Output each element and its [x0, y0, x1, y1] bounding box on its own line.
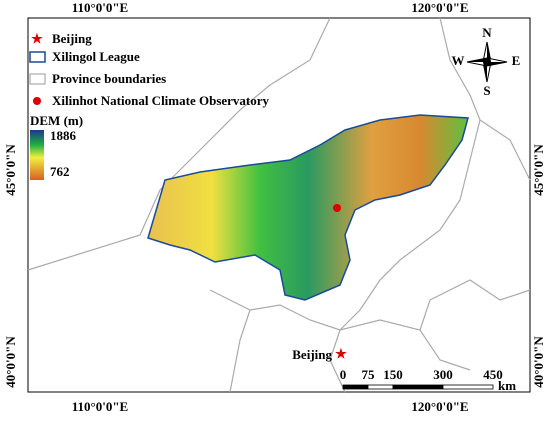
xilingol-league	[147, 114, 469, 301]
latitude-label: 45°0'0"N	[3, 144, 18, 196]
beijing-marker: ★	[335, 346, 347, 361]
latitude-label: 45°0'0"N	[531, 144, 546, 196]
scale-segment	[367, 384, 394, 390]
legend-symbol	[29, 51, 46, 63]
longitude-label: 120°0'0"E	[411, 0, 468, 15]
legend-item: Province boundaries	[52, 71, 166, 86]
compass-w: W	[452, 53, 465, 68]
longitude-label: 110°0'0"E	[72, 399, 128, 414]
legend: ★ Beijing Xilingol League Province bound…	[29, 31, 270, 180]
legend-symbol	[33, 97, 41, 105]
compass-s: S	[483, 83, 490, 98]
legend-symbol: ★	[31, 31, 43, 46]
legend-item: Beijing	[52, 31, 92, 46]
dem-max: 1886	[50, 128, 77, 143]
dem-title: DEM (m)	[30, 113, 83, 128]
scale-label: 300	[433, 367, 453, 382]
legend-item: Xilingol League	[52, 49, 140, 64]
place-label: Beijing	[292, 347, 332, 362]
legend-symbol	[29, 73, 46, 85]
legend-item: Xilinhot National Climate Observatory	[52, 93, 270, 108]
scale-label: 0	[340, 367, 347, 382]
compass-n: N	[482, 25, 492, 40]
latitude-label: 40°0'0"N	[3, 336, 18, 388]
scale-label: 150	[383, 367, 403, 382]
longitude-label: 120°0'0"E	[411, 399, 468, 414]
dem-min: 762	[50, 164, 70, 179]
dem-ramp	[30, 130, 44, 180]
longitude-label: 110°0'0"E	[72, 0, 128, 15]
latitude-label: 40°0'0"N	[531, 336, 546, 388]
compass-e: E	[512, 53, 521, 68]
scale-segment	[442, 384, 494, 390]
compass: N S E W	[452, 25, 521, 98]
scale-segment	[342, 384, 369, 390]
scale-label: 75	[362, 367, 376, 382]
scale-unit: km	[498, 378, 516, 393]
scale-label: 450	[483, 367, 503, 382]
observatory-marker	[333, 204, 341, 212]
province-boundaries	[27, 17, 531, 393]
scale-segment	[392, 384, 444, 390]
